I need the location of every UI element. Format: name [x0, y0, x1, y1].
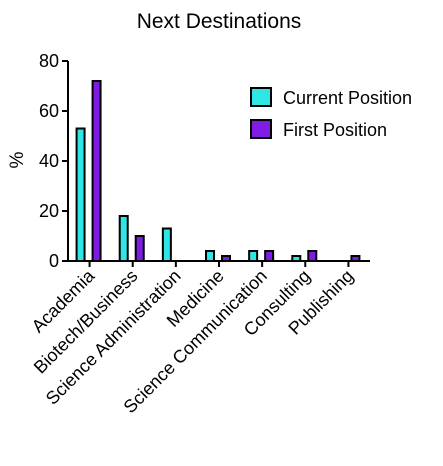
legend: Current Position First Position	[250, 87, 412, 140]
bar-current-position	[75, 127, 86, 262]
bar-first-position	[91, 80, 102, 262]
bar-current-position	[291, 255, 302, 262]
y-axis-label: %	[7, 151, 28, 168]
bar-current-position	[161, 227, 172, 262]
legend-swatch	[250, 119, 272, 139]
bar-first-position	[264, 250, 275, 262]
axes: 0 20 40 60 80	[39, 51, 370, 271]
legend-swatch	[250, 87, 272, 107]
bar-current-position	[205, 250, 215, 262]
bar-current-position	[248, 250, 259, 262]
y-tick-label: 60	[39, 101, 59, 121]
bar-first-position	[350, 255, 361, 262]
bar-first-position	[134, 235, 145, 262]
chart-title: Next Destinations	[137, 10, 302, 33]
legend-label: First Position	[283, 120, 387, 140]
y-tick-label: 20	[39, 201, 59, 221]
bar-current-position	[118, 215, 129, 262]
bar-first-position	[221, 255, 231, 262]
bars	[75, 80, 361, 262]
y-tick-label: 80	[39, 51, 59, 71]
bar-first-position	[307, 250, 318, 262]
legend-label: Current Position	[283, 88, 412, 108]
y-tick-label: 0	[49, 251, 59, 271]
y-tick-label: 40	[39, 151, 59, 171]
